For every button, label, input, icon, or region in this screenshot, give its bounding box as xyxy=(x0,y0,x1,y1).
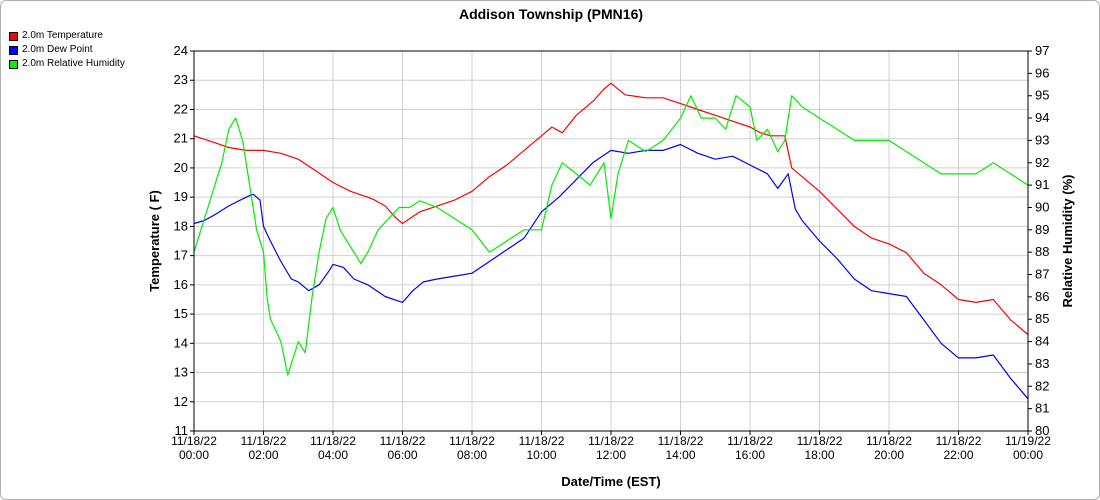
y-right-tick-label-5: 85 xyxy=(1035,311,1049,326)
y-axis-right-ticks: 80 81 82 83 84 85 86 87 88 89 90 91 92 93 94 95 96 97 xyxy=(1028,43,1049,438)
y-left-tick-label-0: 11 xyxy=(175,423,189,438)
y-right-tick-label-1: 81 xyxy=(1035,401,1049,416)
legend-item-temperature: 2.0m Temperature xyxy=(9,29,125,43)
legend-label-relative-humidity: 2.0m Relative Humidity xyxy=(22,58,125,69)
y-left-tick-label-9: 20 xyxy=(174,160,188,175)
y-right-tick-label-16: 96 xyxy=(1035,65,1049,80)
x-tick-date-0: 11/18/22 xyxy=(171,434,217,448)
x-tick-time-12: 00:00 xyxy=(1013,448,1043,462)
y-left-tick-label-13: 24 xyxy=(174,43,188,58)
x-tick-date-9: 11/18/22 xyxy=(797,434,843,448)
y-right-tick-label-14: 94 xyxy=(1035,110,1049,125)
x-tick-date-6: 11/18/22 xyxy=(588,434,634,448)
grid xyxy=(193,50,1029,432)
y-left-tick-label-12: 23 xyxy=(174,72,188,87)
y-axis-right-label: Relative Humidity (%) xyxy=(1060,175,1075,308)
x-tick-date-10: 11/18/22 xyxy=(866,434,912,448)
y-left-tick-label-5: 16 xyxy=(174,277,188,292)
x-axis-ticks: 11/18/2200:0011/18/2202:0011/18/2204:001… xyxy=(171,431,1051,462)
y-right-tick-label-9: 89 xyxy=(1035,222,1049,237)
y-left-tick-label-4: 15 xyxy=(174,306,188,321)
x-tick-date-3: 11/18/22 xyxy=(380,434,426,448)
x-tick-date-2: 11/18/22 xyxy=(310,434,356,448)
y-right-tick-label-7: 87 xyxy=(1035,267,1049,282)
y-right-tick-label-3: 83 xyxy=(1035,356,1049,371)
y-right-tick-label-11: 91 xyxy=(1035,177,1049,192)
legend-swatch-relative-humidity xyxy=(9,59,18,69)
x-tick-date-7: 11/18/22 xyxy=(658,434,704,448)
chart-title: Addison Township (PMN16) xyxy=(459,6,643,22)
y-axis-left-ticks: 11 12 13 14 15 16 17 18 19 20 21 22 23 24 xyxy=(174,43,194,438)
legend: 2.0m Temperature 2.0m Dew Point 2.0m Rel… xyxy=(9,29,125,71)
y-left-tick-label-8: 19 xyxy=(174,189,188,204)
x-tick-time-0: 00:00 xyxy=(179,448,209,462)
legend-label-temperature: 2.0m Temperature xyxy=(22,30,103,41)
x-axis-label: Date/Time (EST) xyxy=(561,474,660,489)
temperature-line xyxy=(193,82,1029,335)
x-tick-date-4: 11/18/22 xyxy=(449,434,495,448)
series-layer xyxy=(193,82,1029,400)
x-tick-time-9: 18:00 xyxy=(804,448,834,462)
y-left-tick-label-10: 21 xyxy=(174,131,188,146)
y-right-tick-label-17: 97 xyxy=(1035,43,1049,58)
x-tick-date-1: 11/18/22 xyxy=(241,434,287,448)
y-left-tick-label-7: 18 xyxy=(174,218,188,233)
y-right-tick-label-13: 93 xyxy=(1035,132,1049,147)
x-tick-time-6: 12:00 xyxy=(596,448,626,462)
x-tick-time-8: 16:00 xyxy=(735,448,765,462)
legend-item-dew-point: 2.0m Dew Point xyxy=(9,43,125,57)
y-left-tick-label-2: 13 xyxy=(174,365,188,380)
legend-swatch-temperature xyxy=(9,31,18,41)
x-tick-time-3: 06:00 xyxy=(387,448,417,462)
x-tick-date-5: 11/18/22 xyxy=(519,434,565,448)
x-tick-time-4: 08:00 xyxy=(457,448,487,462)
dew-point-line xyxy=(193,143,1029,400)
x-tick-time-5: 10:00 xyxy=(526,448,556,462)
x-tick-time-7: 14:00 xyxy=(665,448,695,462)
y-right-tick-label-0: 80 xyxy=(1035,423,1049,438)
x-tick-date-12: 11/19/22 xyxy=(1005,434,1051,448)
y-left-tick-label-1: 12 xyxy=(174,394,188,409)
y-right-tick-label-6: 86 xyxy=(1035,289,1049,304)
y-left-tick-label-3: 14 xyxy=(174,335,188,350)
legend-label-dew-point: 2.0m Dew Point xyxy=(22,44,93,55)
x-tick-time-11: 22:00 xyxy=(943,448,973,462)
y-left-tick-label-11: 22 xyxy=(174,101,188,116)
y-right-tick-label-4: 84 xyxy=(1035,334,1049,349)
legend-item-relative-humidity: 2.0m Relative Humidity xyxy=(9,57,125,71)
y-right-tick-label-12: 92 xyxy=(1035,155,1049,170)
legend-swatch-dew-point xyxy=(9,45,18,55)
x-tick-time-1: 02:00 xyxy=(248,448,278,462)
y-axis-left-label: Temperature ( F) xyxy=(147,190,162,292)
y-right-tick-label-2: 82 xyxy=(1035,378,1049,393)
relative-humidity-line xyxy=(193,95,1029,376)
x-tick-date-8: 11/18/22 xyxy=(727,434,773,448)
x-tick-time-2: 04:00 xyxy=(318,448,348,462)
x-tick-time-10: 20:00 xyxy=(874,448,904,462)
y-right-tick-label-15: 95 xyxy=(1035,88,1049,103)
y-right-tick-label-8: 88 xyxy=(1035,244,1049,259)
y-left-tick-label-6: 17 xyxy=(174,248,188,263)
x-tick-date-11: 11/18/22 xyxy=(936,434,982,448)
y-right-tick-label-10: 90 xyxy=(1035,199,1049,214)
